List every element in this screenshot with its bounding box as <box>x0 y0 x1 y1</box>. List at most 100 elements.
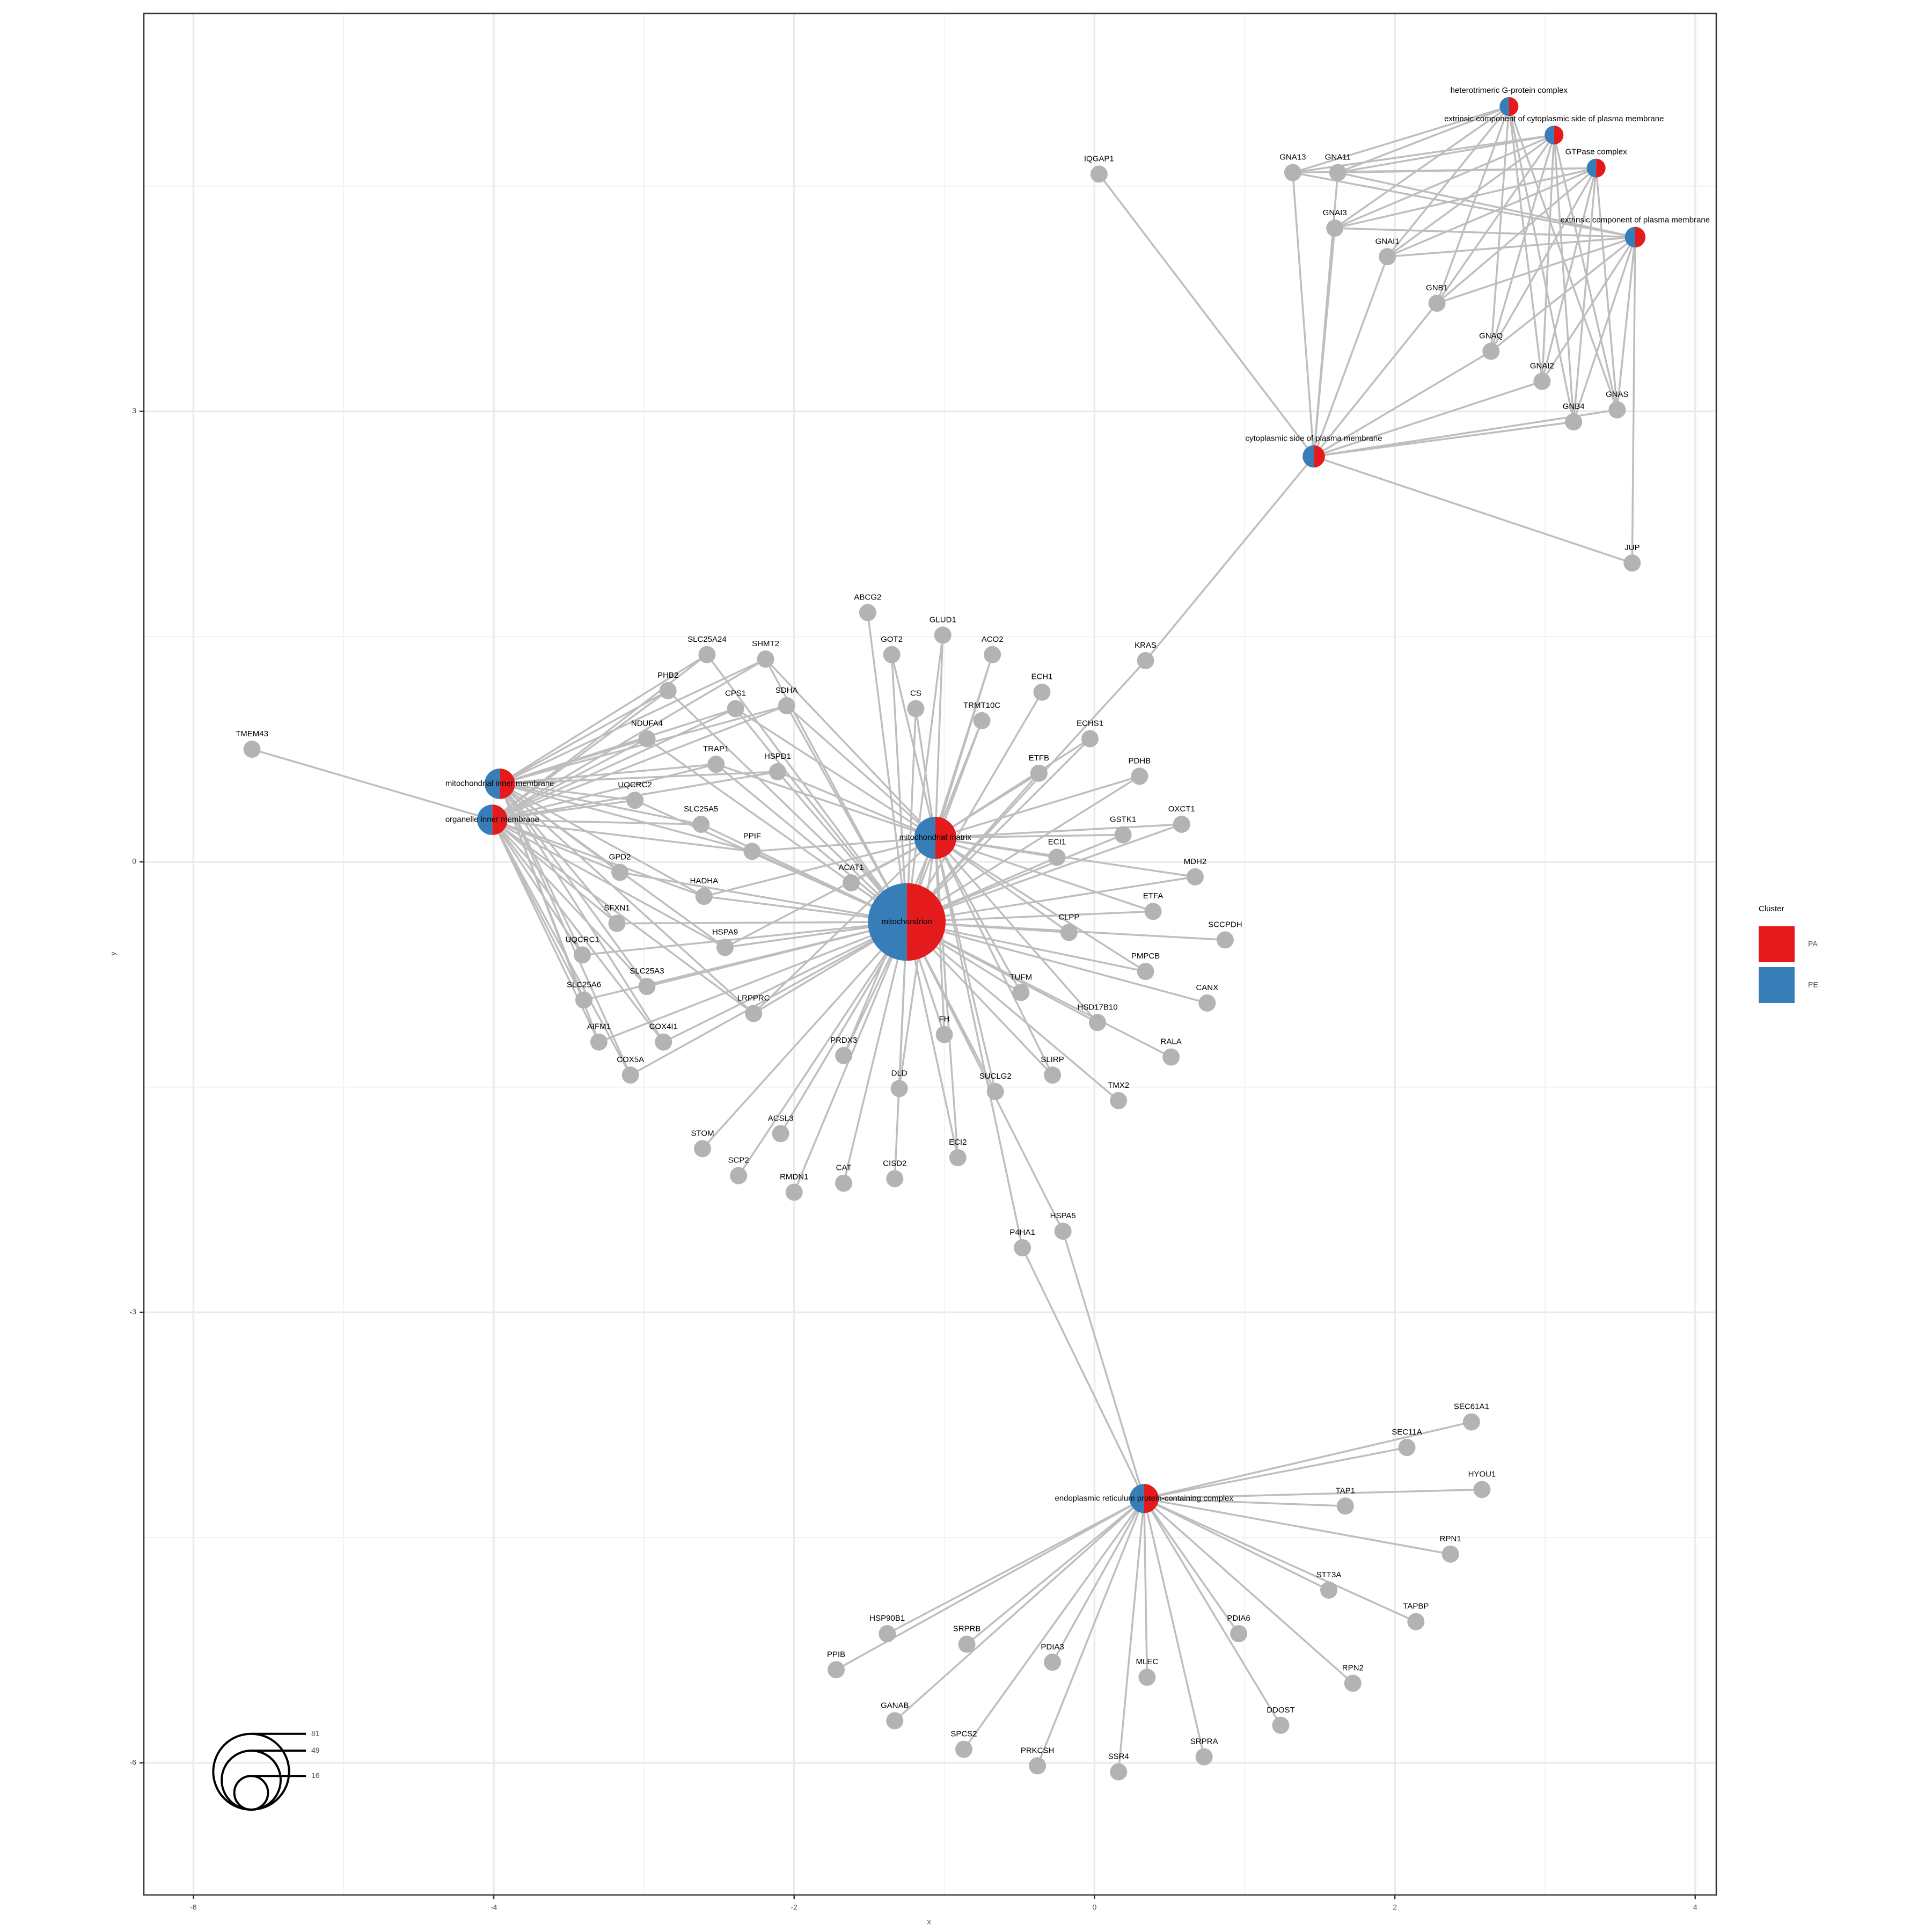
edge <box>1334 134 1555 229</box>
edge <box>1313 455 1633 564</box>
edge <box>1117 1498 1145 1772</box>
edge <box>1334 167 1597 229</box>
edge <box>492 819 726 948</box>
edge <box>1436 106 1510 304</box>
edge <box>1098 173 1315 457</box>
category-label: heterotrimeric G-protein complex <box>1451 86 1568 95</box>
gene-label: ACSL3 <box>768 1114 794 1123</box>
edge <box>1313 350 1492 457</box>
gene-node <box>1044 1653 1062 1671</box>
pie-slice <box>1586 158 1597 178</box>
edge <box>906 910 1153 923</box>
gene-label: PDHB <box>1129 756 1151 765</box>
edge <box>906 921 1146 972</box>
edge <box>890 654 936 838</box>
gene-label: SLC25A3 <box>630 967 664 976</box>
gene-label: RPN1 <box>1440 1534 1461 1543</box>
edge <box>905 921 959 1158</box>
gene-label: GNAQ <box>1479 332 1503 341</box>
gene-node <box>984 646 1001 663</box>
gene-node <box>1407 1613 1425 1630</box>
gene-node <box>958 1635 976 1653</box>
pie-slice <box>1635 226 1646 248</box>
edge <box>492 690 669 821</box>
edge <box>492 818 752 853</box>
edge <box>906 876 1196 923</box>
edge <box>1387 134 1555 258</box>
edge <box>1143 1498 1240 1635</box>
edge <box>499 654 708 785</box>
edge <box>1436 167 1597 304</box>
edge <box>1143 1498 1282 1726</box>
edge <box>843 921 908 1184</box>
gene-label: ECI2 <box>949 1138 967 1147</box>
gene-node <box>698 646 716 663</box>
pie-slice <box>906 883 946 961</box>
gene-node <box>1284 164 1301 181</box>
gene-label: UQCRC2 <box>618 780 652 789</box>
category-label: mitochondrion <box>882 917 932 926</box>
edge <box>963 1498 1145 1750</box>
gene-label: GNA13 <box>1279 153 1306 162</box>
category-label: extrinsic component of plasma membrane <box>1561 216 1710 225</box>
gene-label: MLEC <box>1136 1657 1159 1666</box>
gene-label: ETFA <box>1143 891 1163 901</box>
edge <box>935 775 1140 839</box>
gene-node <box>1320 1581 1337 1599</box>
edge <box>1313 228 1336 457</box>
edge <box>499 658 766 785</box>
edge <box>934 837 1023 1248</box>
edge <box>499 783 726 948</box>
edge <box>1143 1497 1353 1684</box>
y-tick-label: 0 <box>132 857 136 866</box>
gene-node <box>694 1140 712 1158</box>
gene-label: HSD17B10 <box>1078 1002 1118 1012</box>
edge <box>1313 302 1438 457</box>
gene-label: PPIF <box>743 831 761 840</box>
edge <box>1334 106 1510 229</box>
pie-slice <box>1509 97 1519 116</box>
edge <box>934 635 944 838</box>
legend-key <box>1759 926 1795 962</box>
gene-label: ABCG2 <box>854 592 881 602</box>
gene-label: SEC61A1 <box>1454 1402 1489 1411</box>
gene-node <box>1054 1223 1072 1240</box>
gene-label: SLIRP <box>1041 1055 1064 1064</box>
gene-node <box>1482 342 1500 360</box>
gene-label: COX4I1 <box>649 1022 678 1031</box>
edge <box>1051 1498 1145 1663</box>
gene-node <box>655 1033 672 1051</box>
edge <box>617 921 907 925</box>
gene-node <box>1060 924 1078 941</box>
gene-node <box>772 1125 789 1143</box>
y-tick-label: -6 <box>130 1758 137 1766</box>
edge <box>906 921 1172 1058</box>
gene-node <box>730 1167 748 1184</box>
edge <box>1144 1446 1407 1500</box>
edge <box>1144 1497 1417 1623</box>
gene-label: PHB2 <box>657 671 678 680</box>
edge <box>1490 236 1636 352</box>
gene-label: CPS1 <box>725 689 746 698</box>
gene-label: GNAI2 <box>1530 361 1554 370</box>
edge <box>1490 167 1597 352</box>
gene-node <box>973 712 991 729</box>
gene-node <box>1344 1674 1362 1692</box>
gene-label: STOM <box>691 1129 714 1138</box>
edge <box>492 705 787 821</box>
edge <box>1292 105 1510 174</box>
gene-node <box>1329 164 1346 181</box>
gene-node <box>659 682 677 699</box>
gene-node <box>1428 295 1446 312</box>
gene-label: TRMT10C <box>963 701 1000 710</box>
gene-node <box>1033 683 1051 701</box>
edge <box>492 737 648 821</box>
edge <box>492 818 705 897</box>
edge <box>492 654 708 821</box>
edge <box>582 921 907 956</box>
category-label: extrinsic component of cytoplasmic side … <box>1444 114 1664 123</box>
edge <box>1313 256 1388 457</box>
gene-node <box>1090 165 1108 183</box>
pie-slice <box>484 769 500 799</box>
